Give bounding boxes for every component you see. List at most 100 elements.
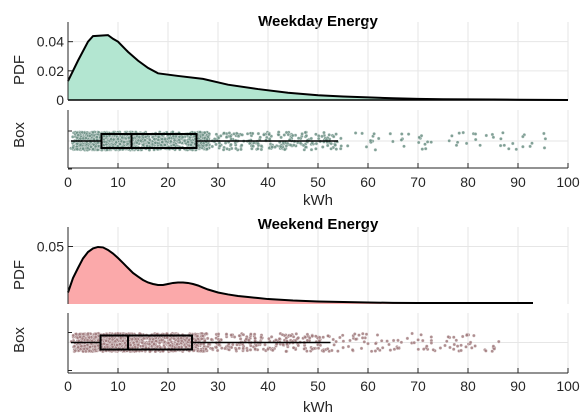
data-point — [256, 141, 260, 146]
data-point — [423, 146, 428, 151]
x-tick-label: 10 — [110, 378, 126, 394]
data-point — [388, 131, 393, 136]
data-point — [78, 136, 83, 141]
data-point — [72, 344, 77, 348]
data-point — [157, 341, 162, 345]
data-point — [329, 147, 333, 151]
x-tick-label: 90 — [510, 174, 526, 190]
data-point — [429, 341, 434, 345]
x-axis-label: kWh — [303, 399, 333, 416]
data-point — [338, 146, 343, 151]
data-point — [301, 143, 306, 148]
data-point — [93, 344, 97, 349]
data-point — [314, 147, 318, 151]
data-point — [236, 134, 241, 138]
data-point — [113, 339, 118, 344]
y-axis-label-pdf: PDF — [11, 55, 28, 85]
data-point — [465, 333, 469, 337]
data-point — [357, 333, 361, 337]
data-point — [310, 334, 315, 338]
data-point — [391, 338, 396, 343]
data-point — [406, 132, 411, 136]
data-point — [172, 138, 177, 143]
data-point — [76, 345, 80, 350]
data-point — [177, 345, 181, 349]
data-point — [305, 338, 310, 343]
data-point — [193, 338, 198, 343]
data-point — [454, 338, 459, 343]
x-tick-label: 0 — [64, 378, 72, 394]
data-point — [375, 333, 380, 337]
data-point — [460, 334, 465, 339]
data-point — [530, 141, 534, 145]
data-point — [217, 342, 221, 347]
data-point — [141, 143, 146, 147]
x-tick-label: 70 — [410, 174, 426, 190]
data-point — [252, 332, 257, 336]
data-point — [165, 336, 170, 340]
data-point — [75, 147, 79, 151]
data-point — [114, 140, 118, 145]
data-point — [373, 148, 378, 152]
data-point — [195, 334, 200, 338]
x-tick-label: 20 — [160, 174, 176, 190]
data-point — [80, 130, 85, 135]
data-point — [241, 332, 246, 337]
data-point — [341, 339, 346, 343]
data-point — [391, 139, 395, 144]
data-point — [412, 340, 416, 345]
data-point — [450, 134, 454, 138]
data-point — [253, 347, 257, 351]
data-point — [71, 333, 75, 338]
data-point — [288, 143, 293, 147]
data-point — [543, 137, 548, 141]
data-point — [281, 342, 285, 347]
data-point — [284, 130, 289, 135]
data-point — [163, 137, 167, 142]
data-point — [228, 134, 233, 139]
data-point — [368, 138, 373, 143]
data-point — [81, 332, 86, 336]
data-point — [96, 148, 100, 152]
data-point — [78, 143, 83, 147]
data-point — [93, 335, 98, 339]
data-point — [152, 137, 157, 141]
data-point — [372, 132, 376, 136]
data-point — [262, 133, 266, 137]
data-point — [302, 347, 306, 351]
data-point — [447, 139, 451, 143]
data-point — [310, 347, 315, 351]
data-point — [259, 335, 263, 340]
data-point — [321, 349, 326, 353]
data-point — [379, 339, 384, 343]
data-point — [392, 347, 397, 351]
data-point — [300, 132, 304, 136]
data-point — [122, 140, 126, 144]
data-point — [266, 347, 270, 352]
data-point — [345, 144, 350, 148]
weekday-panel: Weekday Energy PDF Box kWh 0 10 20 30 40 50 60… — [11, 13, 580, 209]
data-point — [405, 336, 410, 341]
data-point — [429, 335, 434, 339]
data-point — [148, 137, 152, 142]
data-point — [259, 147, 264, 152]
data-point — [338, 335, 342, 340]
data-point — [501, 131, 505, 135]
data-point — [249, 343, 253, 348]
data-point — [464, 345, 468, 349]
data-point — [499, 137, 503, 141]
data-point — [459, 348, 463, 353]
data-point — [452, 342, 457, 347]
data-point — [373, 341, 378, 346]
data-point — [110, 345, 115, 349]
data-point — [321, 145, 325, 149]
data-point — [521, 134, 525, 139]
data-point — [385, 339, 389, 343]
data-point — [215, 348, 220, 353]
data-point — [366, 341, 370, 346]
data-point — [204, 143, 209, 147]
data-point — [220, 346, 224, 350]
data-point — [147, 342, 152, 346]
data-point — [140, 340, 144, 345]
x-tick-label: 0 — [64, 174, 72, 190]
